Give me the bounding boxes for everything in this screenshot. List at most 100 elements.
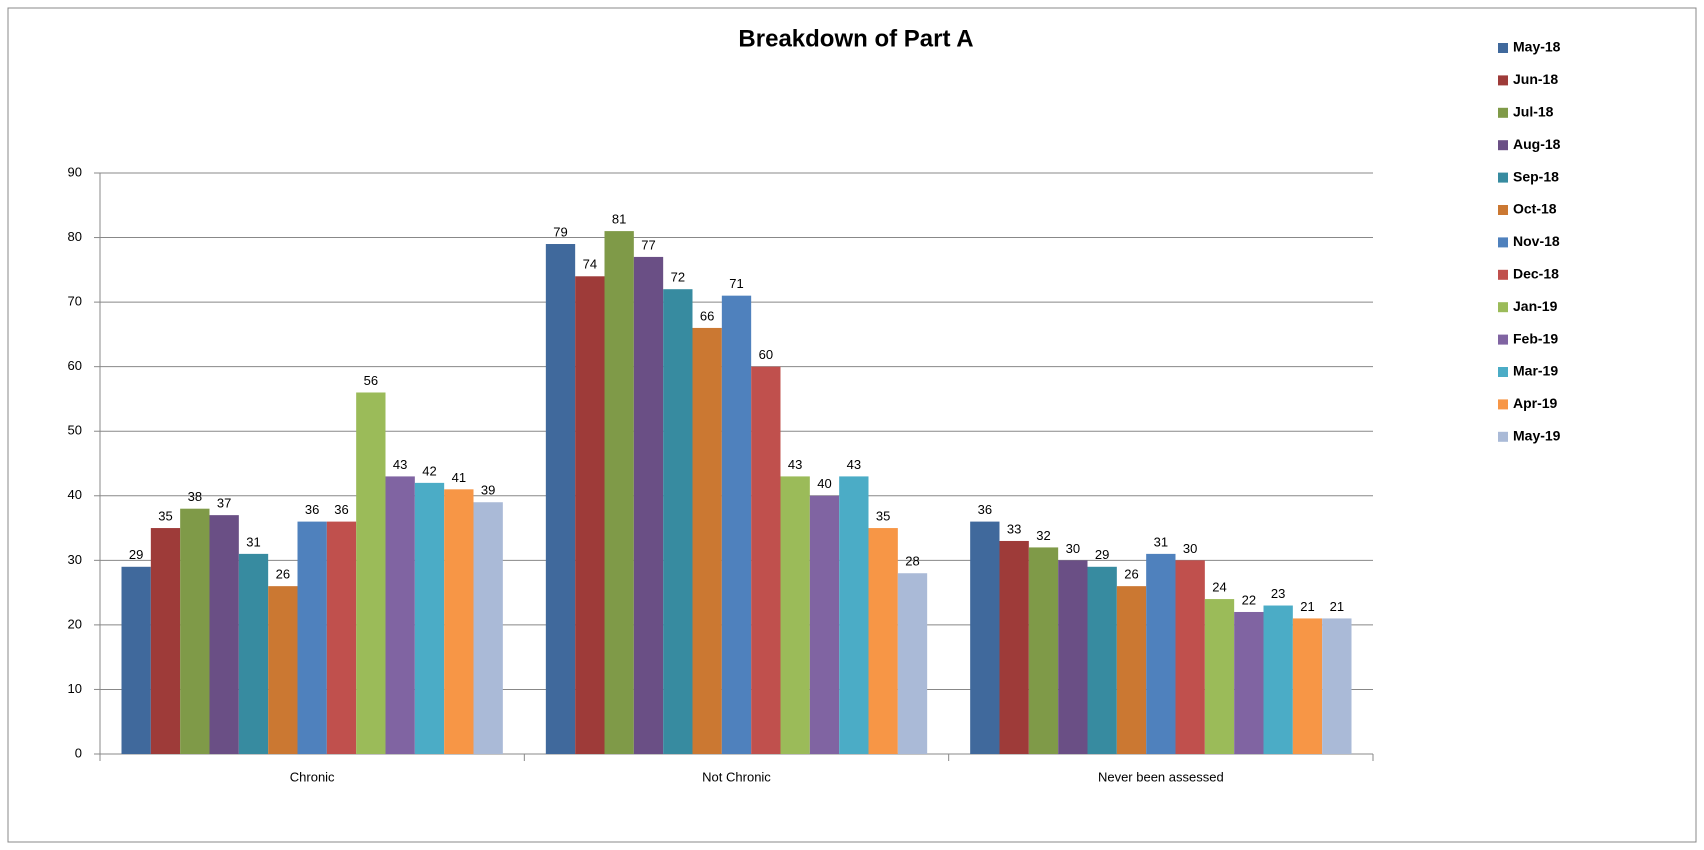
bar: [297, 521, 327, 754]
data-label: 42: [422, 463, 436, 478]
y-tick-label: 70: [68, 294, 82, 309]
legend-swatch: [1498, 172, 1508, 183]
data-label: 30: [1183, 541, 1197, 556]
bar: [545, 244, 576, 754]
x-tick-label: Chronic: [290, 769, 335, 784]
x-tick-label: Not Chronic: [702, 769, 771, 784]
data-label: 21: [1330, 599, 1344, 614]
bar: [356, 392, 386, 754]
data-label: 30: [1066, 541, 1080, 556]
bar: [180, 508, 210, 754]
data-label: 66: [700, 308, 714, 323]
y-tick-label: 30: [68, 552, 82, 567]
data-label: 23: [1271, 586, 1285, 601]
legend-label: Apr-19: [1513, 395, 1558, 411]
data-label: 26: [1124, 567, 1138, 582]
y-tick-label: 50: [68, 423, 82, 438]
y-tick-label: 80: [68, 229, 82, 244]
bar: [999, 540, 1029, 754]
legend-swatch: [1498, 334, 1508, 345]
data-label: 22: [1242, 592, 1256, 607]
data-label: 35: [876, 508, 890, 523]
data-label: 72: [671, 270, 685, 285]
bar: [692, 327, 722, 754]
legend-label: May-18: [1513, 39, 1561, 55]
data-label: 43: [847, 457, 861, 472]
data-label: 56: [364, 373, 378, 388]
data-label: 43: [788, 457, 802, 472]
bar: [1087, 566, 1117, 754]
bar: [473, 502, 503, 754]
chart-title: Breakdown of Part A: [738, 25, 973, 52]
bar: [326, 521, 357, 754]
bar: [604, 231, 634, 755]
bar: [721, 295, 752, 754]
legend-label: Dec-18: [1513, 266, 1559, 282]
bar: [268, 586, 298, 754]
legend-swatch: [1498, 205, 1508, 215]
data-label: 41: [452, 470, 466, 485]
legend-label: Jul-18: [1513, 104, 1554, 120]
legend-swatch: [1498, 75, 1508, 86]
legend-label: Aug-18: [1513, 136, 1561, 152]
bar: [663, 289, 693, 754]
bar: [1028, 547, 1059, 754]
data-label: 71: [729, 276, 743, 291]
bar: [1175, 560, 1205, 754]
legend-swatch: [1498, 399, 1508, 410]
y-tick-label: 40: [68, 487, 82, 502]
legend-label: Oct-18: [1513, 201, 1557, 217]
data-label: 79: [553, 224, 567, 239]
data-label: 43: [393, 457, 407, 472]
x-tick-label: Never been assessed: [1098, 769, 1224, 784]
data-label: 38: [188, 489, 202, 504]
data-label: 36: [305, 502, 319, 517]
legend-label: May-19: [1513, 428, 1561, 444]
legend-swatch: [1498, 269, 1508, 280]
bar: [809, 495, 840, 754]
bar: [897, 573, 928, 754]
data-label: 60: [759, 347, 773, 362]
legend-label: Feb-19: [1513, 330, 1558, 346]
bar: [868, 528, 898, 754]
data-label: 26: [276, 567, 290, 582]
bar: [1263, 605, 1293, 754]
data-label: 39: [481, 483, 495, 498]
data-label: 29: [129, 547, 143, 562]
data-label: 32: [1036, 528, 1050, 543]
bar: [780, 476, 810, 754]
bar: [385, 476, 415, 754]
data-label: 24: [1212, 580, 1226, 595]
y-tick-label: 10: [68, 681, 82, 696]
legend-label: Mar-19: [1513, 363, 1558, 379]
legend-swatch: [1498, 431, 1508, 442]
data-label: 77: [641, 237, 655, 252]
legend-swatch: [1498, 140, 1508, 151]
bar: [414, 482, 445, 754]
bar: [209, 515, 239, 754]
data-label: 36: [334, 502, 348, 517]
y-tick-label: 60: [68, 358, 82, 373]
bar: [444, 489, 474, 754]
legend-swatch: [1498, 302, 1508, 313]
y-tick-label: 0: [75, 745, 82, 760]
legend-label: Sep-18: [1513, 168, 1559, 184]
bar: [1116, 586, 1147, 754]
data-label: 31: [246, 534, 260, 549]
data-label: 40: [817, 476, 831, 491]
bar: [1322, 618, 1352, 754]
bar: [1234, 611, 1264, 754]
legend-label: Jan-19: [1513, 298, 1558, 314]
data-label: 33: [1007, 521, 1021, 536]
data-label: 81: [612, 212, 626, 227]
data-label: 28: [905, 554, 919, 569]
legend-swatch: [1498, 237, 1508, 248]
data-label: 36: [978, 502, 992, 517]
bar: [633, 256, 664, 754]
legend-label: Nov-18: [1513, 233, 1560, 249]
bar: [1146, 553, 1176, 754]
bar: [121, 566, 151, 754]
legend-swatch: [1498, 107, 1508, 118]
data-label: 37: [217, 496, 231, 511]
